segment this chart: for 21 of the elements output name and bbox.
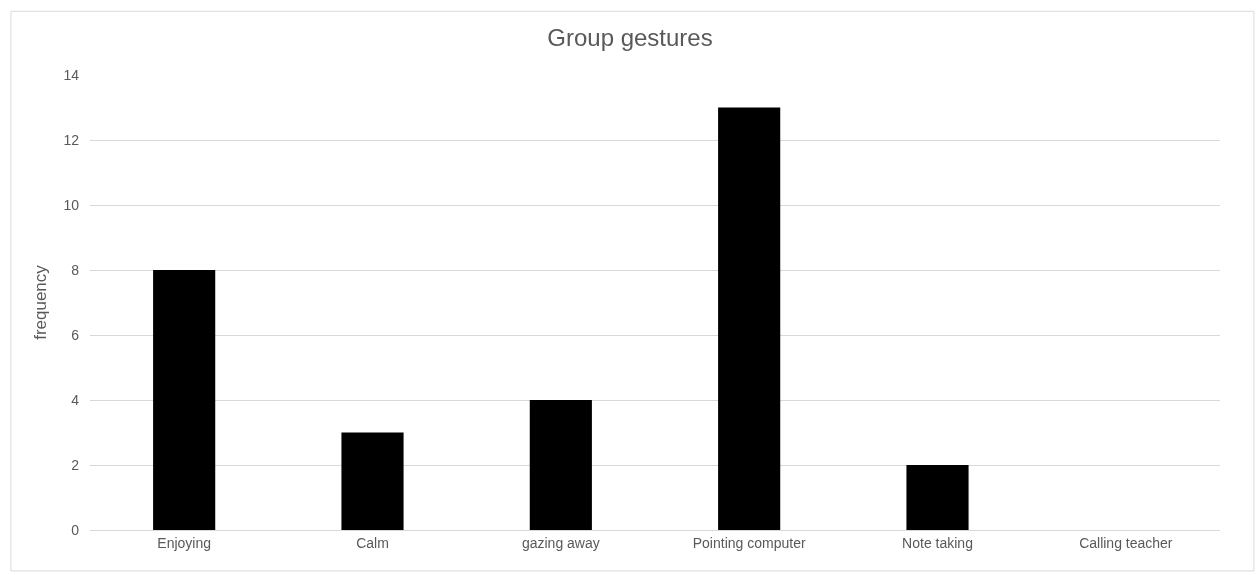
y-tick-label: 2 xyxy=(71,456,80,473)
bar xyxy=(341,432,404,530)
bar xyxy=(718,107,781,530)
x-tick-label: gazing away xyxy=(521,534,600,551)
y-tick-label: 14 xyxy=(63,66,80,83)
y-tick-label: 12 xyxy=(63,131,80,148)
x-tick-label: Enjoying xyxy=(157,534,212,551)
y-tick-label: 10 xyxy=(63,196,80,213)
bar xyxy=(906,465,969,530)
bar xyxy=(153,270,216,530)
bar xyxy=(529,400,592,530)
chart-title: Group gestures xyxy=(547,23,713,51)
y-tick-label: 6 xyxy=(71,326,80,343)
x-tick-label: Note taking xyxy=(902,534,973,551)
x-tick-label: Calling teacher xyxy=(1079,534,1173,551)
y-tick-label: 4 xyxy=(71,391,80,408)
x-tick-label: Calm xyxy=(356,534,389,551)
x-tick-label: Pointing computer xyxy=(692,534,806,551)
y-tick-label: 8 xyxy=(71,261,80,278)
y-axis-title: frequency xyxy=(31,264,50,340)
y-tick-label: 0 xyxy=(71,521,80,538)
